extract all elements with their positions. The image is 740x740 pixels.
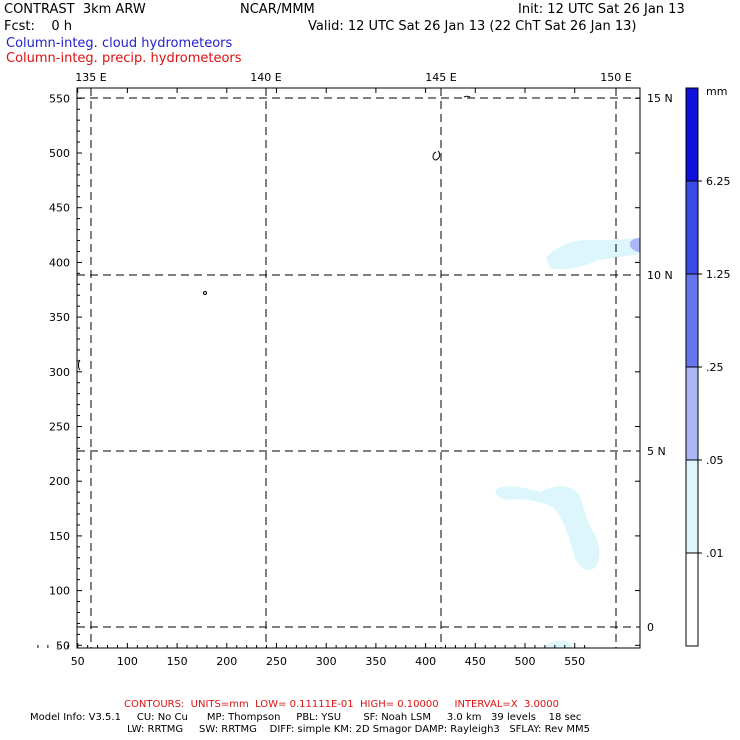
hydrometeor-shading — [495, 238, 640, 648]
colorbar-label: 6.25 — [706, 175, 731, 188]
colorbar-swatch — [685, 366, 699, 461]
island-coast-small — [203, 291, 207, 295]
map-frame — [76, 87, 641, 649]
shade-area-northeast-core — [630, 238, 640, 252]
y-tick-label: 400 — [49, 256, 70, 269]
model-info-line2: LW: RRTMG SW: RRTMG DIFF: simple KM: 2D … — [127, 724, 590, 735]
x-tick-label: 400 — [415, 655, 436, 668]
x-axis: 50 100 150 200 250 300 350 400 450 500 550 — [37, 88, 585, 668]
x-tick-label: 150 — [167, 655, 188, 668]
island-coast-west — [78, 359, 81, 371]
y-tick-label: 550 — [49, 92, 70, 105]
y-axis: 50 100 150 200 250 300 350 400 450 500 550 — [49, 92, 640, 652]
colorbar-label: .25 — [706, 361, 724, 374]
y-tick-label: 450 — [49, 202, 70, 215]
longitude-labels: 135 E 140 E 145 E 150 E — [75, 71, 631, 84]
colorbar-unit: mm — [706, 85, 727, 98]
colorbar: 6.25 1.25 .25 .05 .01 — [685, 87, 731, 647]
colorbar-swatch — [685, 459, 699, 554]
model-info-line1: Model Info: V3.5.1 CU: No Cu MP: Thompso… — [30, 712, 582, 723]
island-coast-north — [432, 150, 441, 161]
x-tick-label: 500 — [515, 655, 536, 668]
x-tick-label: 300 — [316, 655, 337, 668]
x-tick-label: 550 — [564, 655, 585, 668]
y-tick-label: 300 — [49, 366, 70, 379]
y-tick-label: 200 — [49, 475, 70, 488]
x-tick-label: 200 — [216, 655, 237, 668]
y-tick-label: 500 — [49, 147, 70, 160]
model-title: CONTRAST 3km ARW — [4, 2, 146, 17]
forecast-hour: Fcst: 0 h — [4, 19, 73, 34]
x-tick-label: 350 — [365, 655, 386, 668]
colorbar-swatch — [685, 552, 699, 647]
colorbar-swatch — [685, 273, 699, 368]
latitude-label: 15 N — [647, 92, 673, 105]
latitude-label: 5 N — [647, 445, 666, 458]
colorbar-label: 1.25 — [706, 268, 731, 281]
init-time: Init: 12 UTC Sat 26 Jan 13 — [518, 2, 685, 17]
colorbar-swatch — [685, 87, 699, 182]
x-tick-label: 450 — [465, 655, 486, 668]
y-tick-label: 150 — [49, 530, 70, 543]
longitude-label: 140 E — [250, 71, 281, 84]
y-tick-label: 350 — [49, 311, 70, 324]
x-tick-label: 100 — [117, 655, 138, 668]
colorbar-swatch — [685, 180, 699, 275]
shade-area-south — [544, 640, 572, 648]
colorbar-label: .05 — [706, 454, 724, 467]
coastlines — [78, 95, 471, 371]
y-tick-label: 50 — [56, 639, 70, 652]
longitude-label: 150 E — [600, 71, 631, 84]
shade-area-northeast — [546, 238, 640, 270]
contours-info: CONTOURS: UNITS=mm LOW= 0.11111E-01 HIGH… — [124, 699, 559, 710]
shade-area-east — [495, 486, 600, 571]
x-tick-label: 50 — [71, 655, 85, 668]
field-cloud-hydrometeors: Column-integ. cloud hydrometeors — [6, 36, 233, 51]
island-coast-top — [463, 95, 471, 98]
longitude-label: 145 E — [425, 71, 456, 84]
latitude-label: 10 N — [647, 269, 673, 282]
longitude-label: 135 E — [75, 71, 106, 84]
latlon-grid — [77, 88, 640, 648]
colorbar-label: .01 — [706, 547, 724, 560]
field-precip-hydrometeors: Column-integ. precip. hydrometeors — [6, 51, 242, 66]
latitude-label: 0 — [647, 621, 654, 634]
center-label: NCAR/MMM — [240, 2, 315, 17]
latitude-labels: 15 N 10 N 5 N 0 — [647, 92, 673, 634]
y-tick-label: 250 — [49, 421, 70, 434]
y-tick-label: 100 — [49, 585, 70, 598]
valid-time: Valid: 12 UTC Sat 26 Jan 13 (22 ChT Sat … — [308, 19, 637, 34]
x-tick-label: 250 — [266, 655, 287, 668]
